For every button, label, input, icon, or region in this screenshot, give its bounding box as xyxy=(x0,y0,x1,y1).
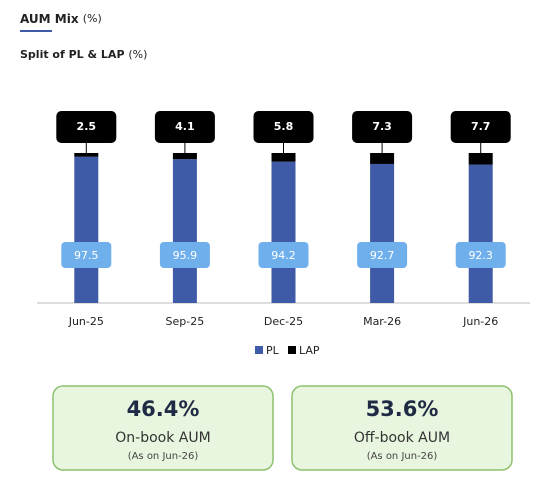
card-value: 53.6% xyxy=(366,397,439,421)
bar-segment xyxy=(468,153,493,165)
value-label: 4.1 xyxy=(175,120,195,133)
card-label: Off-book AUM xyxy=(354,430,450,446)
value-label: 97.5 xyxy=(74,249,99,262)
bar-segment xyxy=(172,159,197,303)
value-label-box xyxy=(56,111,117,143)
value-label: 7.7 xyxy=(471,120,491,133)
subtitle-unit: (%) xyxy=(128,48,147,61)
legend-label: LAP xyxy=(299,344,320,357)
value-label-box xyxy=(61,242,112,268)
card-value: 46.4% xyxy=(127,397,200,421)
bar-segment xyxy=(172,153,197,160)
value-label-box xyxy=(450,111,511,143)
title-unit: (%) xyxy=(83,12,102,25)
legend-swatch xyxy=(255,346,263,354)
bar-segment xyxy=(370,163,395,303)
bar-segment xyxy=(271,153,296,162)
card-note: (As on Jun-26) xyxy=(367,451,438,462)
value-label: 95.9 xyxy=(173,249,198,262)
legend-swatch xyxy=(288,346,296,354)
value-label-box xyxy=(253,111,314,143)
subtitle: Split of PL & LAP (%) xyxy=(20,48,147,61)
cards: 46.4% On-book AUM (As on Jun-26) 53.6% Off-b… xyxy=(52,385,513,471)
card xyxy=(291,385,513,471)
value-label: 92.7 xyxy=(370,249,395,262)
bar-segment xyxy=(74,153,99,157)
legend-label: PL xyxy=(266,344,280,357)
bar-segment xyxy=(468,164,493,303)
value-label-box xyxy=(455,242,506,268)
bar-segment xyxy=(370,153,395,164)
x-tick-label: Jun-26 xyxy=(462,315,498,328)
x-tick-label: Mar-26 xyxy=(363,315,401,328)
value-label: 7.3 xyxy=(372,120,392,133)
title-text: AUM Mix xyxy=(20,12,79,26)
bar-segment xyxy=(74,156,99,303)
card-note: (As on Jun-26) xyxy=(128,451,199,462)
value-label-box xyxy=(159,242,210,268)
value-label: 94.2 xyxy=(271,249,296,262)
subtitle-text: Split of PL & LAP xyxy=(20,48,125,61)
x-tick-label: Dec-25 xyxy=(264,315,303,328)
value-label: 5.8 xyxy=(274,120,294,133)
legend: PL LAP xyxy=(255,344,320,357)
card-label: On-book AUM xyxy=(115,430,210,446)
value-label: 2.5 xyxy=(77,120,97,133)
value-label: 92.3 xyxy=(468,249,493,262)
value-label-box xyxy=(357,242,408,268)
card xyxy=(52,385,274,471)
value-label-box xyxy=(154,111,215,143)
value-label-box xyxy=(352,111,413,143)
bar-segment xyxy=(271,161,296,303)
x-tick-label: Sep-25 xyxy=(166,315,205,328)
title: AUM Mix (%) xyxy=(20,12,102,26)
bars: 97.5 2.5 Jun-25 95.9 4.1 Sep-25 94.2 5.8 Dec-25 9… xyxy=(56,111,511,328)
x-tick-label: Jun-25 xyxy=(68,315,104,328)
value-label-box xyxy=(258,242,309,268)
